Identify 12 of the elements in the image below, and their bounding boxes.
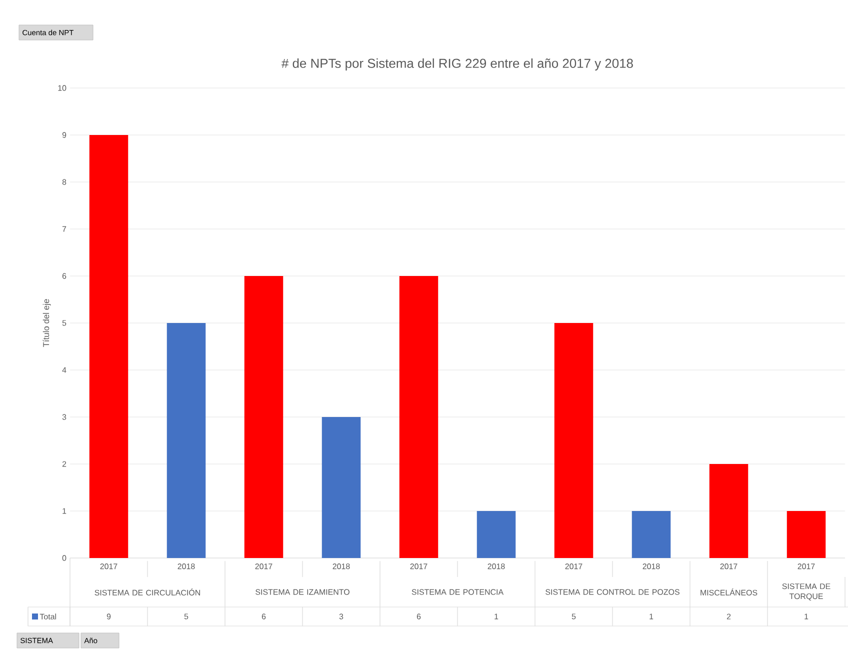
bar	[322, 416, 361, 558]
bar	[244, 276, 284, 558]
chart-title: # de NPTs por Sistema del RIG 229 entre el año 2017 y 2018	[282, 58, 633, 70]
bar	[632, 511, 671, 558]
bar	[399, 276, 438, 558]
bar	[709, 464, 748, 558]
bar	[554, 322, 594, 558]
bar	[166, 322, 206, 558]
y-axis-title: Título del eje	[42, 299, 51, 348]
bar	[476, 511, 516, 558]
bar	[89, 134, 128, 558]
bar	[786, 511, 826, 558]
